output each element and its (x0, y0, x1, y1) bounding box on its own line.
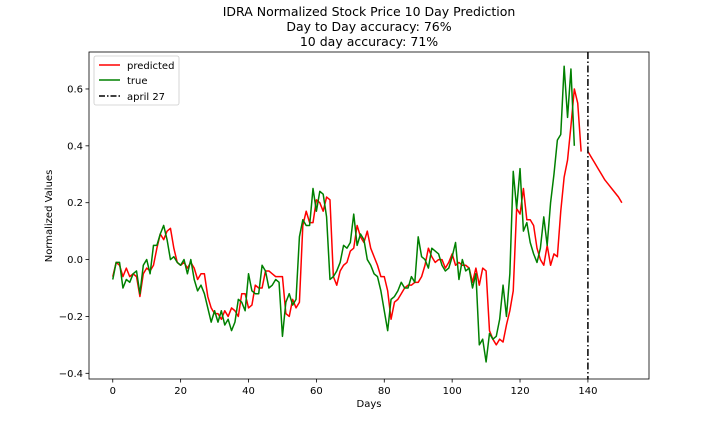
y-tick-label: 0.6 (67, 84, 83, 95)
x-tick-label: 80 (378, 386, 391, 397)
y-axis-label: Normalized Values (44, 170, 55, 263)
plot-frame (88, 51, 650, 380)
x-tick-label: 60 (310, 386, 323, 397)
x-axis-label: Days (357, 399, 382, 410)
x-tick-label: 140 (578, 386, 597, 397)
legend-label-predicted: predicted (127, 61, 174, 72)
y-tick-label: −0.2 (59, 312, 83, 323)
chart-title-line-1: IDRA Normalized Stock Price 10 Day Predi… (223, 4, 516, 19)
y-tick-label: 0.4 (67, 141, 83, 152)
chart-title-line-2: Day to Day accuracy: 76% (286, 19, 451, 34)
y-tick-label: −0.4 (59, 369, 83, 380)
y-tick-label: 0.0 (67, 255, 83, 266)
series-line-predicted (112, 88, 582, 346)
x-tick-label: 40 (242, 386, 255, 397)
y-tick-label: 0.2 (67, 198, 83, 209)
x-tick-label: 20 (174, 386, 187, 397)
y-axis-ticks: −0.4 −0.2 0.0 0.2 0.4 0.6 (59, 84, 89, 380)
x-axis-ticks: 0 20 40 60 80 100 120 140 (110, 379, 597, 397)
legend-label-true: true (127, 76, 148, 87)
x-tick-label: 120 (510, 386, 529, 397)
x-tick-label: 0 (110, 386, 116, 397)
legend-label-april-27: april 27 (127, 92, 165, 103)
series-line-true (112, 65, 576, 363)
legend-box (93, 55, 180, 106)
series-layer (112, 52, 623, 379)
legend: predicted true april 27 (93, 55, 180, 106)
chart-title-line-3: 10 day accuracy: 71% (300, 34, 438, 49)
x-tick-label: 100 (443, 386, 462, 397)
series-line-predicted-forecast (587, 151, 623, 204)
